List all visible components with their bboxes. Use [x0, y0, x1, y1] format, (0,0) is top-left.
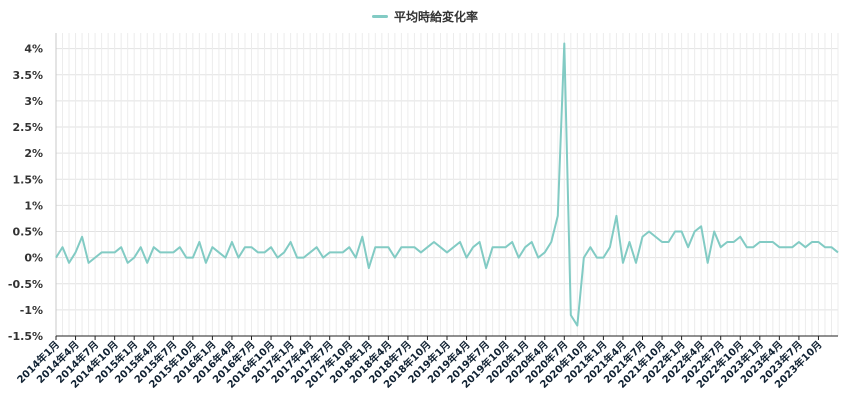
y-tick-label: 4% [24, 43, 43, 56]
y-tick-label: 1.5% [12, 173, 43, 186]
series-line-1 [55, 42, 839, 327]
y-tick-label: -1% [20, 304, 43, 317]
y-tick-label: -0.5% [8, 278, 43, 291]
legend[interactable]: 平均時給変化率 [0, 8, 850, 25]
legend-swatch [371, 15, 388, 18]
y-tick-label: 1% [24, 199, 43, 212]
y-tick-label: 2.5% [12, 121, 43, 134]
y-tick-label: 2% [24, 147, 43, 160]
y-tick-label: 0% [24, 252, 43, 265]
y-tick-label: -1.5% [8, 330, 43, 343]
y-tick-label: 0.5% [12, 226, 43, 239]
y-tick-label: 3.5% [12, 69, 43, 82]
legend-label-series-1: 平均時給変化率 [393, 10, 478, 24]
y-tick-label: 3% [24, 95, 43, 108]
